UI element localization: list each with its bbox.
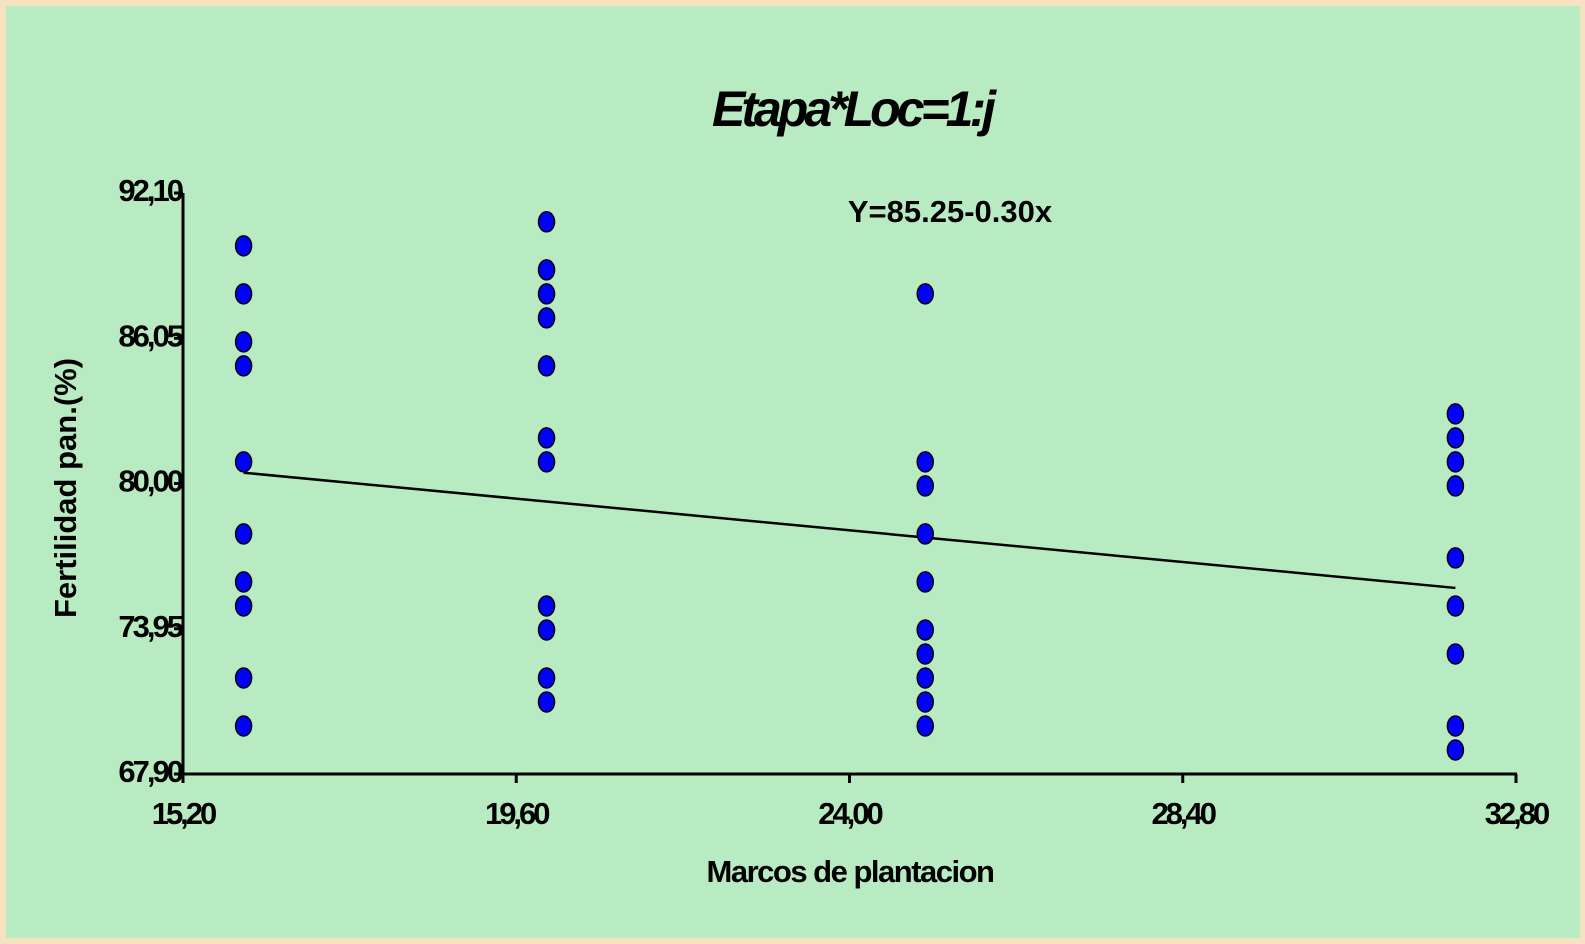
x-tick-label: 28,40 [1151, 796, 1215, 831]
data-point [537, 691, 556, 713]
data-point [537, 355, 556, 377]
data-point [916, 667, 934, 689]
data-point [537, 667, 556, 689]
data-point [234, 667, 253, 689]
y-axis-title: Fertilidad pan.(%) [48, 358, 83, 618]
data-point [234, 235, 253, 257]
data-point [537, 595, 556, 617]
data-point [916, 619, 934, 641]
x-tick-label: 32,80 [1485, 796, 1549, 831]
data-point [537, 619, 556, 641]
data-point [537, 259, 556, 281]
data-point [234, 571, 253, 593]
x-tick-label: 15,20 [152, 796, 216, 831]
data-point [537, 283, 556, 305]
chart-title: Etapa*Loc=1:j [712, 81, 997, 137]
y-tick-label: 67,90 [118, 754, 182, 789]
data-point [537, 451, 556, 473]
y-tick-label: 73,95 [118, 609, 183, 644]
data-point [1446, 739, 1465, 761]
data-point [234, 355, 253, 377]
x-tick-label: 19,60 [485, 796, 549, 831]
data-point [916, 523, 934, 545]
data-point [234, 331, 253, 353]
data-point [1446, 547, 1465, 569]
data-point [1446, 427, 1465, 449]
x-axis-title: Marcos de plantacion [707, 854, 995, 889]
data-point [1446, 475, 1465, 497]
data-point [916, 715, 934, 737]
y-tick-label: 80,00 [118, 464, 182, 499]
data-point [916, 691, 934, 713]
data-point [916, 643, 934, 665]
y-tick-label: 86,05 [118, 318, 183, 353]
data-point [1446, 643, 1465, 665]
data-point [1446, 451, 1465, 473]
data-point [916, 475, 934, 497]
data-point [1446, 403, 1465, 425]
data-point [537, 427, 556, 449]
data-point [234, 523, 253, 545]
trend-line [243, 471, 1456, 590]
data-point [916, 451, 934, 473]
data-point [916, 283, 934, 305]
x-tick-label: 24,00 [818, 796, 882, 831]
data-point [234, 283, 253, 305]
data-point [234, 595, 253, 617]
data-point [1446, 715, 1465, 737]
data-point [916, 571, 934, 593]
equation-annotation: Y=85.25-0.30x [848, 194, 1053, 229]
data-point [234, 451, 253, 473]
data-point [537, 307, 556, 329]
y-tick-label: 92,10 [118, 173, 182, 208]
data-point [1446, 595, 1465, 617]
chart-background [6, 6, 1580, 938]
data-point [537, 211, 556, 233]
data-point [234, 715, 253, 737]
